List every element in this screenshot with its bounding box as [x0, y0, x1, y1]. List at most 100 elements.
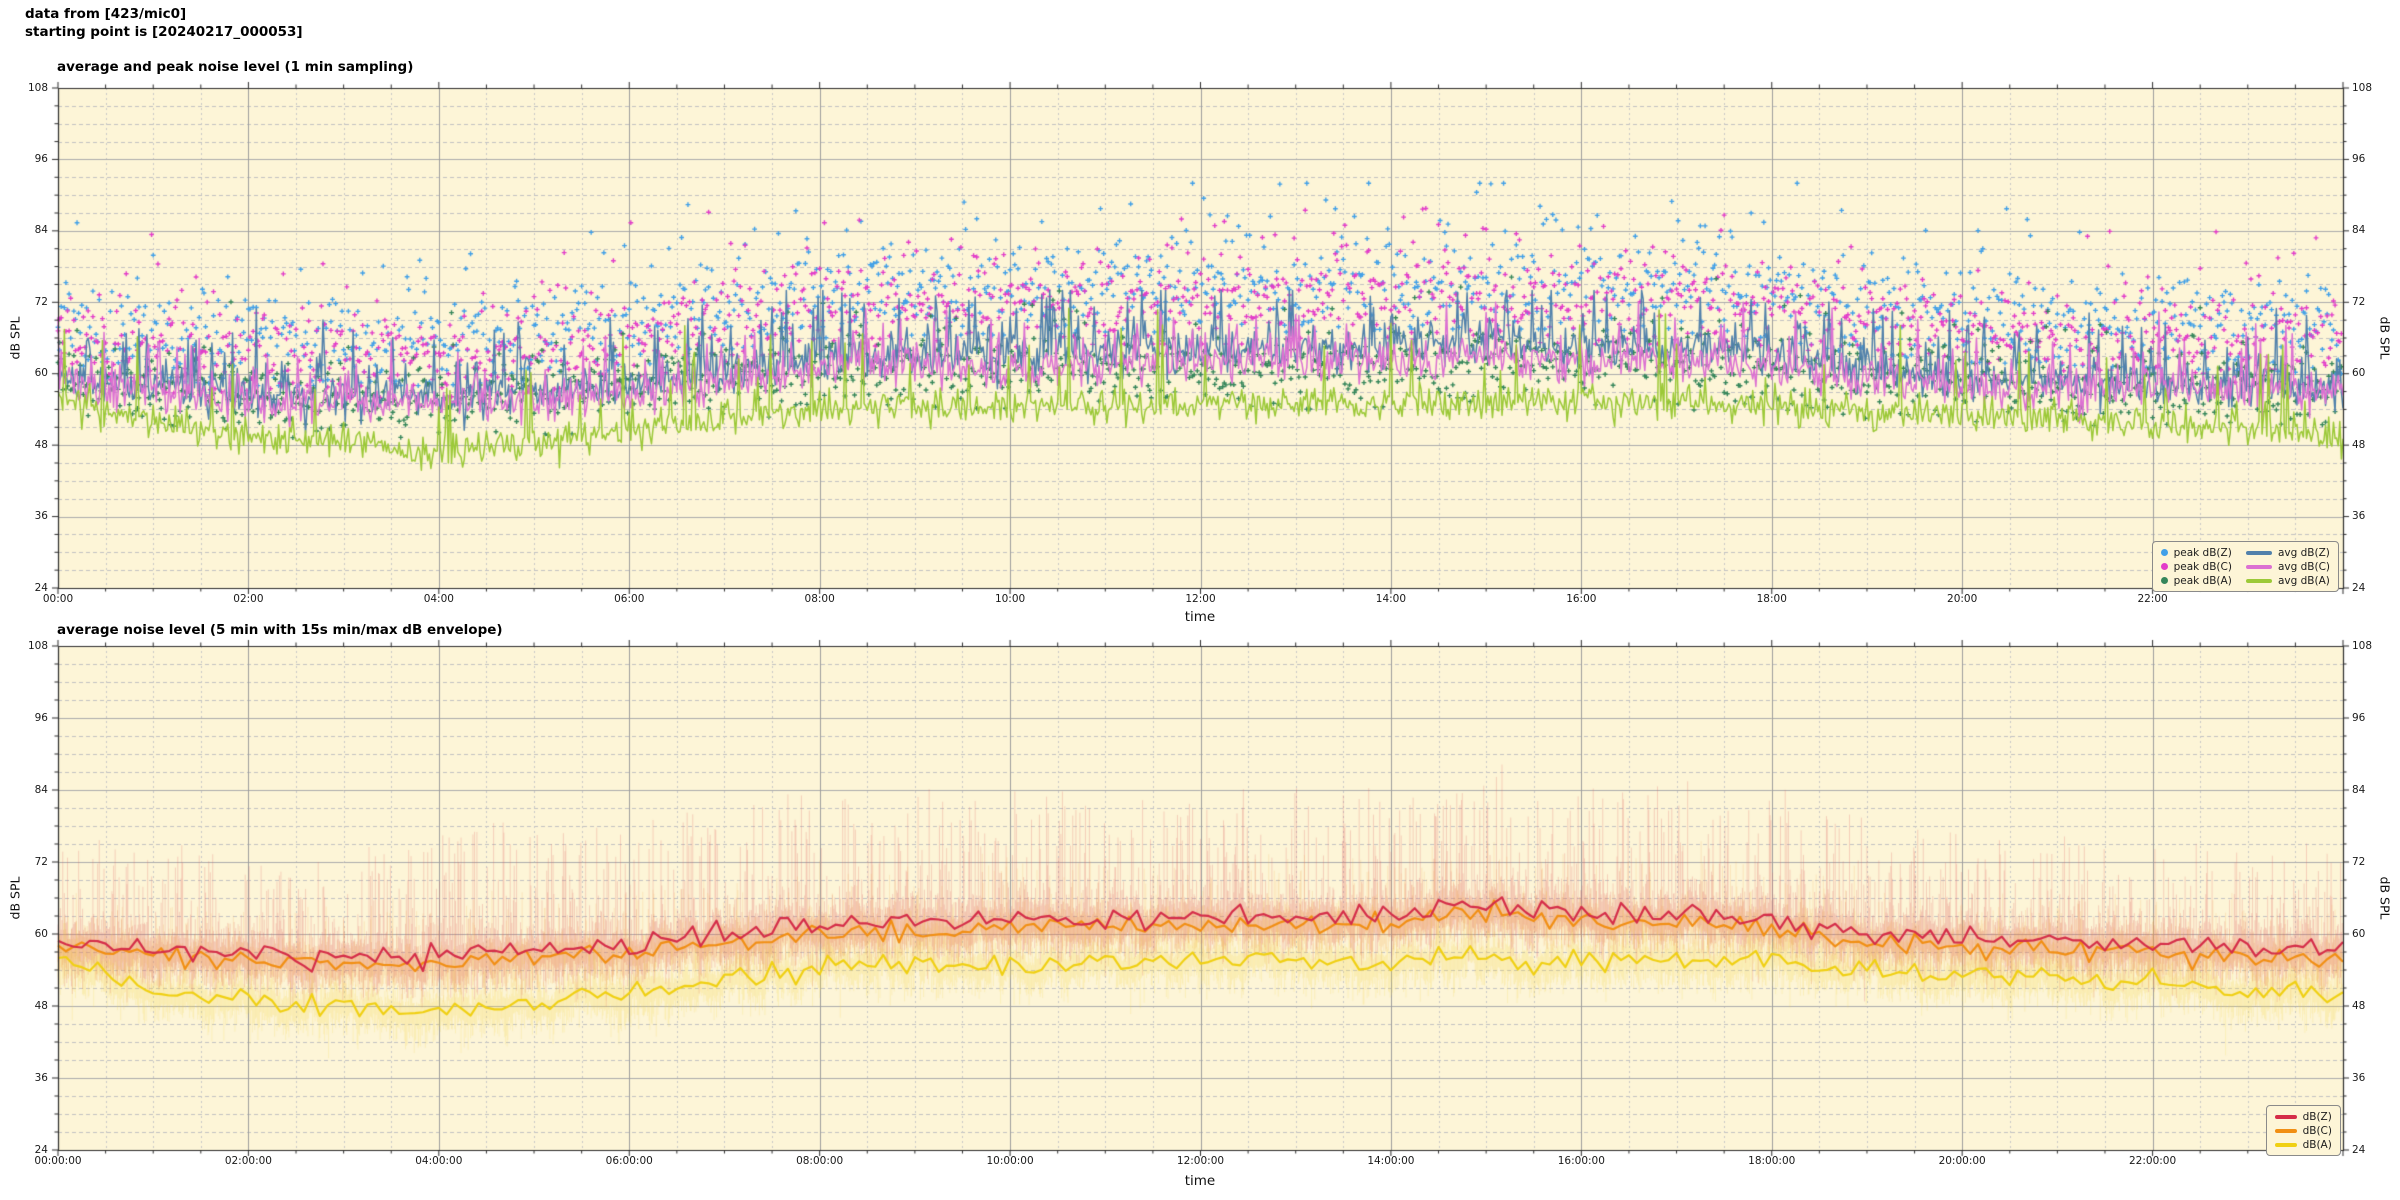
y-tick-label: 108: [27, 81, 48, 94]
y-tick-label: 108: [27, 639, 48, 652]
y-tick-label: 72: [34, 855, 48, 868]
y-tick-label: 96: [34, 152, 48, 165]
x-tick-label: 08:00:00: [796, 1155, 844, 1167]
legend-label: dB(A): [2302, 1138, 2332, 1151]
y-tick-label: 48: [34, 438, 48, 451]
x-tick-label: 14:00: [1375, 593, 1407, 605]
legend-entry: peak dB(C): [2160, 560, 2232, 573]
line-swatch-icon: [2274, 1114, 2297, 1119]
x-tick-label: 04:00: [423, 593, 454, 605]
y-tick-label: 60: [34, 927, 48, 940]
y-tick-label: 108: [2352, 639, 2373, 652]
y-tick-label: 96: [34, 711, 48, 724]
x-tick-label: 06:00: [614, 593, 645, 605]
legend-entry: avg dB(A): [2245, 574, 2330, 587]
y-tick-label: 84: [2352, 224, 2366, 237]
chart2-ylabel-right: dB SPL: [2377, 876, 2393, 920]
y-tick-label: 84: [34, 224, 48, 237]
line-swatch-icon: [2274, 1142, 2297, 1147]
x-tick-label: 08:00: [804, 593, 835, 605]
y-tick-label: 72: [2352, 855, 2366, 868]
x-tick-label: 22:00:00: [2128, 1155, 2177, 1167]
y-tick-label: 72: [34, 295, 48, 308]
legend-entry: dB(A): [2274, 1138, 2332, 1151]
x-tick-label: 00:00:00: [34, 1155, 82, 1167]
x-tick-label: 12:00:00: [1176, 1155, 1225, 1167]
legend-label: avg dB(Z): [2277, 546, 2330, 559]
y-tick-label: 84: [34, 783, 48, 796]
x-tick-label: 20:00: [1947, 593, 1978, 605]
legend-label: peak dB(C): [2173, 560, 2232, 573]
y-tick-label: 96: [2352, 711, 2366, 724]
chart1-xlabel: time: [1184, 609, 1216, 625]
x-tick-label: 18:00:00: [1748, 1155, 1796, 1167]
legend-entry: avg dB(Z): [2245, 546, 2330, 559]
x-tick-label: 02:00:00: [224, 1155, 272, 1167]
scatter-marker-icon: [2160, 549, 2168, 556]
figure-header: data from [423/mic0] starting point is […: [25, 5, 303, 41]
y-tick-label: 24: [34, 581, 48, 594]
chart2-ylabel-left: dB SPL: [7, 876, 23, 920]
y-tick-label: 36: [2352, 1071, 2366, 1084]
scatter-marker-icon: [2160, 577, 2168, 584]
chart2-xlabel: time: [1184, 1173, 1216, 1189]
y-tick-label: 48: [2352, 438, 2366, 451]
chart2-title: average noise level (5 min with 15s min/…: [57, 622, 503, 638]
start-time-line: starting point is [20240217_000053]: [25, 24, 303, 40]
x-tick-label: 18:00: [1756, 593, 1787, 605]
y-tick-label: 60: [2352, 367, 2366, 380]
legend-label: peak dB(Z): [2173, 546, 2232, 559]
y-tick-label: 72: [2352, 295, 2366, 308]
y-tick-label: 24: [34, 1143, 48, 1156]
legend-entry: avg dB(C): [2245, 560, 2330, 573]
y-tick-label: 24: [2352, 581, 2366, 594]
y-tick-label: 48: [2352, 999, 2366, 1012]
legend-column: avg dB(Z) avg dB(C) avg dB(A): [2245, 546, 2330, 587]
y-tick-label: 24: [2352, 1143, 2366, 1156]
chart2-legend: dB(Z) dB(C) dB(A): [2265, 1105, 2341, 1156]
data-source-line: data from [423/mic0]: [25, 6, 187, 22]
legend-column: peak dB(Z) peak dB(C) peak dB(A): [2160, 546, 2232, 587]
x-tick-label: 16:00: [1566, 593, 1597, 605]
x-tick-label: 22:00: [2137, 593, 2168, 605]
x-tick-label: 06:00:00: [605, 1155, 653, 1167]
legend-entry: peak dB(Z): [2160, 546, 2232, 559]
line-swatch-icon: [2245, 578, 2272, 583]
legend-label: avg dB(A): [2277, 574, 2330, 587]
legend-label: dB(Z): [2302, 1110, 2332, 1123]
x-tick-label: 04:00:00: [415, 1155, 463, 1167]
x-tick-label: 12:00: [1185, 593, 1216, 605]
x-tick-label: 10:00: [994, 593, 1026, 605]
y-tick-label: 108: [2352, 81, 2373, 94]
chart1-ylabel-right: dB SPL: [2377, 316, 2393, 360]
line-swatch-icon: [2245, 550, 2272, 555]
legend-entry: dB(Z): [2274, 1110, 2332, 1123]
chart1-title: average and peak noise level (1 min samp…: [57, 59, 414, 75]
y-tick-label: 48: [34, 999, 48, 1012]
x-tick-label: 14:00:00: [1367, 1155, 1415, 1167]
x-tick-label: 16:00:00: [1557, 1155, 1605, 1167]
y-tick-label: 36: [2352, 510, 2366, 523]
x-tick-label: 10:00:00: [986, 1155, 1034, 1167]
line-swatch-icon: [2245, 564, 2272, 569]
legend-label: dB(C): [2302, 1124, 2332, 1137]
x-tick-label: 02:00: [233, 593, 264, 605]
y-tick-label: 36: [34, 510, 48, 523]
legend-label: avg dB(C): [2277, 560, 2330, 573]
y-tick-label: 60: [34, 367, 48, 380]
legend-column: dB(Z) dB(C) dB(A): [2274, 1110, 2332, 1151]
legend-entry: dB(C): [2274, 1124, 2332, 1137]
y-tick-label: 96: [2352, 152, 2366, 165]
chart1-legend: peak dB(Z) peak dB(C) peak dB(A) avg dB(Z) a…: [2151, 541, 2339, 592]
legend-entry: peak dB(A): [2160, 574, 2232, 587]
x-tick-label: 20:00:00: [1938, 1155, 1986, 1167]
chart1-ylabel-left: dB SPL: [7, 316, 23, 360]
y-tick-label: 36: [34, 1071, 48, 1084]
x-tick-label: 00:00: [42, 593, 74, 605]
y-tick-label: 60: [2352, 927, 2366, 940]
scatter-marker-icon: [2160, 563, 2168, 570]
line-swatch-icon: [2274, 1128, 2297, 1133]
y-tick-label: 84: [2352, 783, 2366, 796]
